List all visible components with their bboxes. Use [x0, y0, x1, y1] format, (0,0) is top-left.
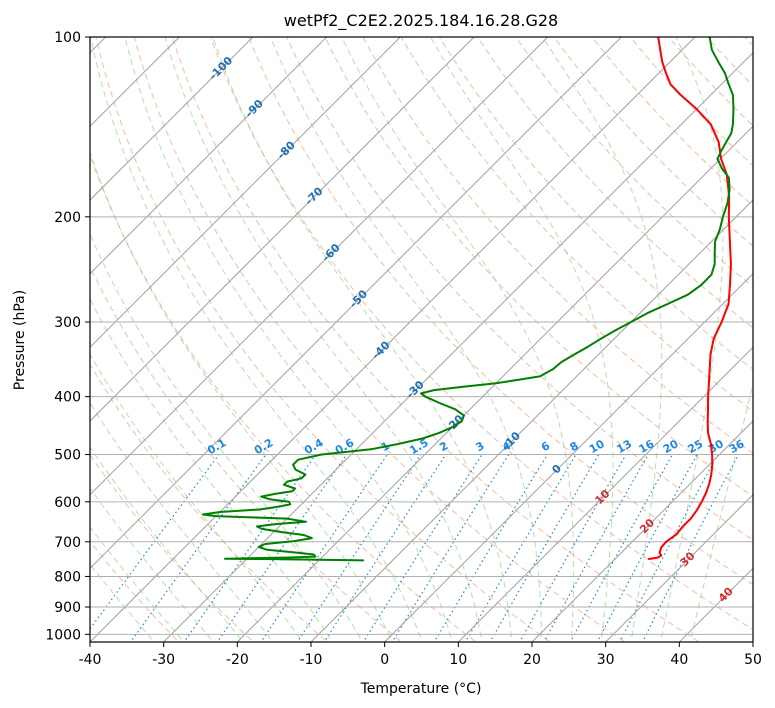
isotherm-line [90, 37, 401, 349]
moist-adiabat-line [90, 401, 274, 642]
moist-adiabat-line [90, 563, 156, 642]
dewpoint-line [201, 37, 735, 562]
moist-adiabat-line [164, 37, 483, 642]
dry-adiabat-line [477, 37, 753, 329]
mixing-ratio-line [362, 454, 483, 642]
y-tick-label: 500 [54, 448, 81, 464]
axis-ticks: -40 -30 -20 -10 0 10 20 30 40 50 100 200 300 400 500 60… [45, 30, 762, 668]
y-tick-label: 200 [54, 210, 81, 226]
mixing-ratio-line [641, 454, 739, 642]
y-axis-title: Pressure (hPa) [12, 290, 28, 390]
background-lines [90, 37, 753, 642]
isotherm-line [163, 51, 753, 642]
dry-adiabat-line [438, 37, 753, 370]
y-tick-label: 800 [54, 569, 81, 585]
mixing-ratio-line [90, 454, 220, 630]
moist-adiabat-line [90, 150, 393, 642]
grid-lines [90, 37, 753, 642]
moist-adiabat-line [542, 37, 663, 642]
x-tick-label: -20 [226, 652, 249, 668]
mixing-ratio-line [296, 454, 422, 642]
x-tick-label: 50 [744, 652, 762, 668]
isotherm-line [457, 346, 753, 642]
mixing-ratio-line [216, 454, 348, 642]
isotherm-line [90, 37, 549, 496]
isotherm-line [310, 199, 753, 642]
x-tick-label: -40 [79, 652, 102, 668]
chart-title: wetPf2_C2E2.2025.184.16.28.G28 [284, 11, 558, 31]
y-tick-label: 600 [54, 495, 81, 511]
dry-adiabat-line [90, 154, 477, 642]
isotherm-line [384, 272, 753, 642]
moist-adiabat-line [90, 487, 215, 642]
y-tick-label: 900 [54, 600, 81, 616]
isotherm-line [90, 37, 622, 570]
isotherm-line [605, 493, 753, 642]
isotherm-line [90, 37, 475, 422]
plot-frame [89, 36, 754, 643]
moist-adiabat-line [212, 37, 513, 642]
x-tick-label: 20 [523, 652, 541, 668]
mixing-ratio-line [323, 454, 447, 642]
moist-adiabat-line [90, 446, 244, 642]
y-tick-label: 1000 [45, 627, 81, 643]
moist-adiabat-line [90, 37, 423, 642]
dry-adiabat-line [209, 37, 753, 631]
dry-adiabat-line [400, 37, 753, 412]
x-tick-label: 40 [670, 652, 688, 668]
temperature-line [647, 37, 732, 560]
moist-adiabat-line [124, 37, 453, 642]
dry-adiabat-line [171, 37, 700, 642]
moist-adiabat-line [341, 37, 575, 642]
dry-adiabat-line [90, 453, 254, 642]
y-tick-label: 700 [54, 535, 81, 551]
profile-series [201, 37, 735, 562]
isotherm-line [90, 37, 328, 275]
x-tick-label: -10 [300, 652, 323, 668]
mixing-ratio-line [619, 454, 719, 642]
mixing-ratio-line [433, 454, 549, 642]
dry-adiabat-line [362, 37, 753, 455]
y-tick-label: 300 [54, 315, 81, 331]
dry-adiabat-line [248, 37, 753, 586]
moist-adiabat-line [90, 297, 333, 642]
moist-adiabat-line [689, 381, 753, 642]
isotherm-line [90, 37, 254, 201]
dry-adiabat-line [286, 37, 753, 541]
moist-adiabat-line [660, 37, 724, 642]
moist-adiabat-line [90, 232, 363, 642]
x-axis-title: Temperature (°C) [360, 681, 482, 697]
isotherm-line [90, 37, 696, 642]
mixing-ratio-line [464, 454, 577, 642]
dry-adiabat-line [133, 37, 626, 642]
mixing-ratio-line [519, 454, 627, 642]
y-tick-label: 100 [54, 30, 81, 46]
moist-adiabat-line [90, 526, 185, 642]
mixing-ratio-line [183, 454, 317, 642]
moist-adiabat-line [270, 37, 543, 642]
isotherm-line [531, 420, 753, 642]
x-tick-label: 10 [449, 652, 467, 668]
mixing-ratio-line [260, 454, 388, 642]
x-tick-label: 30 [597, 652, 615, 668]
isotherm-line [236, 125, 753, 642]
dry-adiabat-line [95, 37, 552, 642]
y-tick-label: 400 [54, 390, 81, 406]
moist-adiabat-line [430, 37, 614, 642]
x-tick-label: -30 [152, 652, 175, 668]
x-tick-label: 0 [380, 652, 389, 668]
